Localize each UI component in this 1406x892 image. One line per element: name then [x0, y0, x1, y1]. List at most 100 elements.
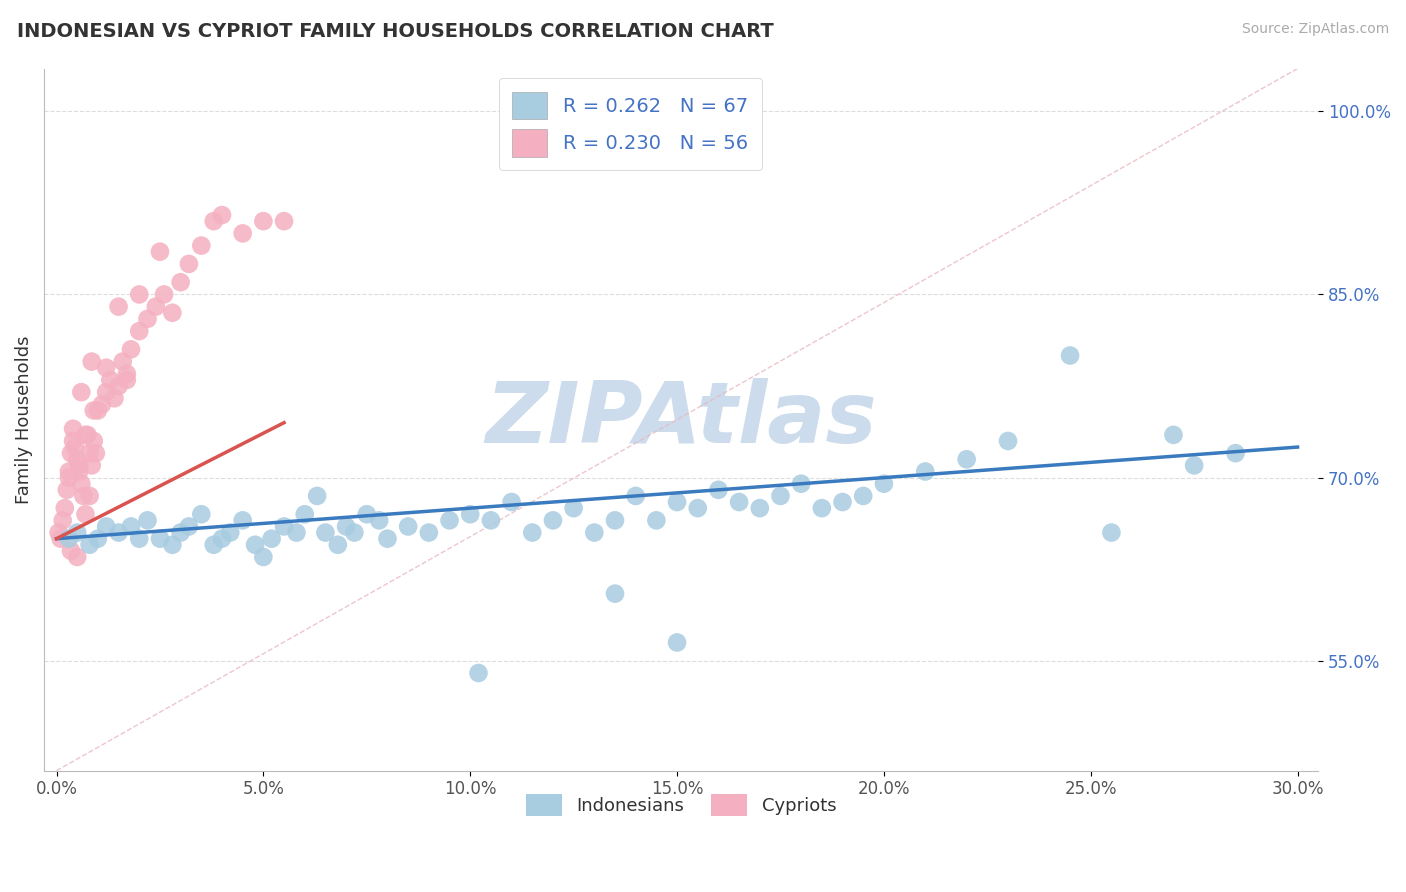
Point: [439, 513, 461, 527]
Point: [1225, 446, 1247, 460]
Point: [562, 501, 585, 516]
Point: [79, 489, 101, 503]
Point: [76, 428, 98, 442]
Point: [103, 391, 125, 405]
Point: [62, 422, 84, 436]
Point: [335, 519, 357, 533]
Point: [162, 306, 184, 320]
Point: [83, 403, 105, 417]
Point: [111, 354, 134, 368]
Point: [666, 495, 689, 509]
Point: [56, 483, 79, 497]
Point: [169, 275, 191, 289]
Point: [790, 476, 813, 491]
Point: [418, 525, 440, 540]
Point: [285, 525, 308, 540]
Point: [149, 244, 172, 259]
Point: [873, 476, 896, 491]
Point: [396, 519, 419, 533]
Text: Source: ZipAtlas.com: Source: ZipAtlas.com: [1241, 22, 1389, 37]
Point: [1059, 349, 1081, 363]
Point: [997, 434, 1019, 448]
Point: [368, 513, 391, 527]
Point: [326, 538, 349, 552]
Point: [190, 238, 212, 252]
Point: [84, 446, 107, 460]
Point: [153, 287, 176, 301]
Point: [66, 549, 89, 564]
Point: [96, 360, 118, 375]
Legend: Indonesians, Cypriots: Indonesians, Cypriots: [517, 785, 845, 825]
Point: [79, 446, 101, 460]
Point: [149, 532, 172, 546]
Point: [645, 513, 668, 527]
Point: [107, 300, 129, 314]
Point: [115, 367, 138, 381]
Point: [541, 513, 564, 527]
Point: [479, 513, 502, 527]
Y-axis label: Family Households: Family Households: [15, 335, 32, 504]
Point: [80, 354, 103, 368]
Point: [66, 525, 89, 540]
Point: [686, 501, 709, 516]
Point: [603, 513, 626, 527]
Point: [177, 257, 200, 271]
Point: [80, 458, 103, 473]
Point: [96, 385, 118, 400]
Point: [603, 586, 626, 600]
Point: [67, 465, 90, 479]
Point: [67, 458, 90, 473]
Point: [956, 452, 979, 467]
Point: [202, 214, 225, 228]
Point: [914, 465, 936, 479]
Point: [87, 403, 110, 417]
Point: [811, 501, 834, 516]
Point: [70, 476, 93, 491]
Point: [769, 489, 792, 503]
Point: [53, 501, 76, 516]
Text: INDONESIAN VS CYPRIOT FAMILY HOUSEHOLDS CORRELATION CHART: INDONESIAN VS CYPRIOT FAMILY HOUSEHOLDS …: [17, 22, 773, 41]
Point: [252, 214, 274, 228]
Point: [66, 452, 89, 467]
Point: [62, 434, 84, 448]
Point: [356, 508, 378, 522]
Point: [177, 519, 200, 533]
Point: [120, 519, 142, 533]
Point: [260, 532, 283, 546]
Point: [91, 397, 114, 411]
Point: [728, 495, 751, 509]
Point: [75, 508, 97, 522]
Point: [467, 665, 489, 680]
Point: [211, 532, 233, 546]
Point: [115, 373, 138, 387]
Point: [145, 300, 167, 314]
Point: [583, 525, 606, 540]
Point: [128, 324, 150, 338]
Point: [58, 532, 80, 546]
Point: [252, 549, 274, 564]
Point: [748, 501, 770, 516]
Point: [128, 532, 150, 546]
Point: [273, 214, 295, 228]
Point: [58, 470, 80, 484]
Point: [852, 489, 875, 503]
Point: [72, 489, 94, 503]
Point: [83, 434, 105, 448]
Point: [307, 489, 329, 503]
Point: [79, 538, 101, 552]
Point: [522, 525, 544, 540]
Point: [294, 508, 316, 522]
Point: [624, 489, 647, 503]
Point: [128, 287, 150, 301]
Point: [1182, 458, 1205, 473]
Point: [666, 635, 689, 649]
Point: [107, 525, 129, 540]
Point: [232, 227, 254, 241]
Point: [243, 538, 266, 552]
Text: ZIPAtlas: ZIPAtlas: [485, 378, 877, 461]
Point: [59, 544, 82, 558]
Point: [58, 465, 80, 479]
Point: [96, 519, 118, 533]
Point: [232, 513, 254, 527]
Point: [87, 532, 110, 546]
